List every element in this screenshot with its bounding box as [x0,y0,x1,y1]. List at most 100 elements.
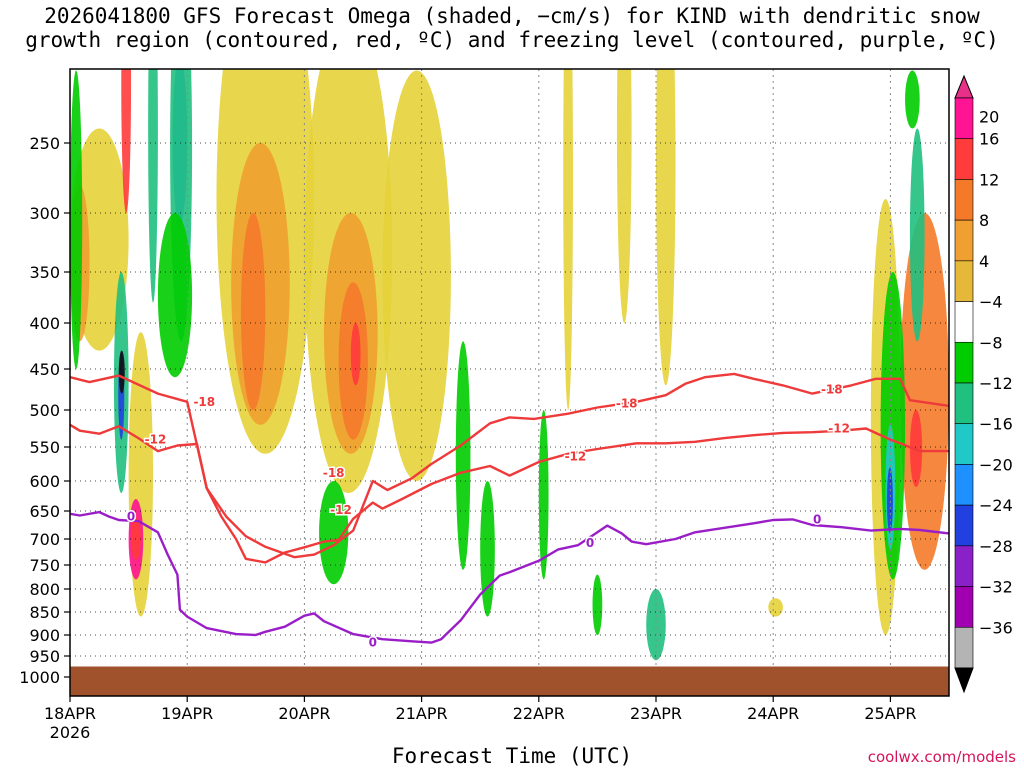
colorbar-swatch-4 [954,260,974,302]
colorbar-label-12: −32 [979,578,1013,597]
contour-label-freezing_level-2: 0 [586,536,594,550]
colorbar: 20 16 12 8 4 −4 −8 −12 −16 −20 −24 −28 −32 −36 [954,74,1013,694]
x-tick-label-19APR: 19APR [161,704,213,723]
colorbar-label-8: −16 [979,415,1013,434]
colorbar-swatch-2 [954,179,974,221]
contour-label-dgz_minus12-1: -12 [330,503,352,517]
colorbar-swatch-12 [954,586,974,628]
y-tick-label-700: 700 [29,530,60,549]
omega-region-22 [319,480,349,585]
colorbar-swatch-0 [954,97,974,140]
omega-region-23 [455,341,471,570]
y-tick-label-300: 300 [29,204,60,223]
omega-region-26 [592,574,603,635]
contour-label-dgz_minus12-2: -12 [565,450,587,464]
omega-region-38 [905,70,920,129]
omega-region-33 [900,213,949,570]
omega-region-5 [121,69,132,213]
colorbar-label-9: −20 [979,455,1013,474]
omega-region-4 [131,516,141,560]
grid-lines [69,69,949,696]
chart-title-line-1: 2026041800 GFS Forecast Omega (shaded, −… [44,4,980,28]
credit-link[interactable]: coolwx.com/models [867,748,1016,766]
y-axis: 250 300 350 400 450 500 550 600 650 700 750 800 850 9… [19,134,70,687]
colorbar-swatch-7 [954,382,974,425]
x-tick-label-21APR: 21APR [396,704,448,723]
y-tick-label-250: 250 [29,134,60,153]
colorbar-top-arrow [954,74,974,99]
colorbar-label-1: 16 [979,130,999,149]
colorbar-swatch-9 [954,464,974,506]
chart-title: 2026041800 GFS Forecast Omega (shaded, −… [0,4,1024,52]
contour-label-freezing_level-0: 0 [127,510,135,524]
contour-freezing_level [70,510,949,644]
omega-region-10 [148,69,158,303]
y-tick-label-950: 950 [29,647,60,666]
x-axis-label: Forecast Time (UTC) [391,744,633,768]
y-tick-label-500: 500 [29,401,60,420]
x-tick-label-18APR: 18APR [44,704,96,723]
omega-shading [70,69,949,661]
omega-region-13 [157,213,193,378]
ground-band [70,666,949,696]
colorbar-swatch-10 [954,504,974,547]
y-tick-label-450: 450 [29,360,60,379]
chart-title-line-2: growth region (contoured, red, ºC) and f… [25,28,999,52]
colorbar-label-3: 8 [979,211,989,230]
y-tick-label-350: 350 [29,263,60,282]
y-tick-label-600: 600 [29,472,60,491]
omega-region-24 [480,481,495,617]
colorbar-label-0: 20 [979,107,999,126]
omega-region-20 [350,323,361,386]
y-tick-label-400: 400 [29,314,60,333]
contour-label-dgz_minus18-3: -18 [821,383,843,397]
omega-region-25 [538,410,549,580]
x-tick-label-25APR: 25APR [864,704,916,723]
y-tick-label-650: 650 [29,502,60,521]
y-tick-label-800: 800 [29,580,60,599]
omega-region-36 [886,467,893,534]
colorbar-label-4: 4 [979,252,989,271]
contour-label-dgz_minus18-2: -18 [616,396,638,410]
y-tick-label-1000: 1000 [19,668,60,687]
contour-label-freezing_level-1: 0 [369,636,377,650]
omega-region-29 [616,69,632,323]
contour-label-freezing_level-3: 0 [813,512,821,526]
contour-label-dgz_minus18-1: -18 [323,466,345,480]
colorbar-swatch-8 [954,423,974,465]
colorbar-label-11: −28 [979,537,1013,556]
x-tick-label-24APR: 24APR [747,704,799,723]
colorbar-label-13: −36 [979,618,1013,637]
colorbar-label-6: −8 [979,333,1003,352]
x-tick-label-22APR: 22APR [513,704,565,723]
y-tick-label-900: 900 [29,626,60,645]
colorbar-label-2: 12 [979,170,999,189]
omega-region-21 [382,70,451,481]
x-tick-sublabel-18APR: 2026 [50,723,91,742]
colorbar-swatch-1 [954,138,974,180]
omega-region-31 [768,598,783,617]
x-tick-label-20APR: 20APR [278,704,330,723]
colorbar-swatch-11 [954,545,974,587]
plot-frame [69,68,950,697]
contour-label-dgz_minus18-0: -18 [193,395,215,409]
contour-label-dgz_minus12-3: -12 [828,422,850,436]
omega-region-27 [646,589,666,661]
omega-region-8 [118,350,125,394]
y-tick-label-750: 750 [29,556,60,575]
colorbar-label-5: −4 [979,293,1003,312]
omega-region-30 [656,69,676,386]
omega-region-39 [909,128,925,342]
colorbar-swatch-6 [954,341,974,384]
x-tick-label-23APR: 23APR [630,704,682,723]
omega-region-16 [240,213,266,410]
colorbar-bottom-arrow [954,667,974,694]
colorbar-label-7: −12 [979,374,1013,393]
contour-label-dgz_minus12-0: -12 [145,433,167,447]
y-tick-label-850: 850 [29,603,60,622]
colorbar-swatch-5 [954,301,974,343]
omega-region-9 [70,70,83,369]
colorbar-swatch-3 [954,219,974,262]
